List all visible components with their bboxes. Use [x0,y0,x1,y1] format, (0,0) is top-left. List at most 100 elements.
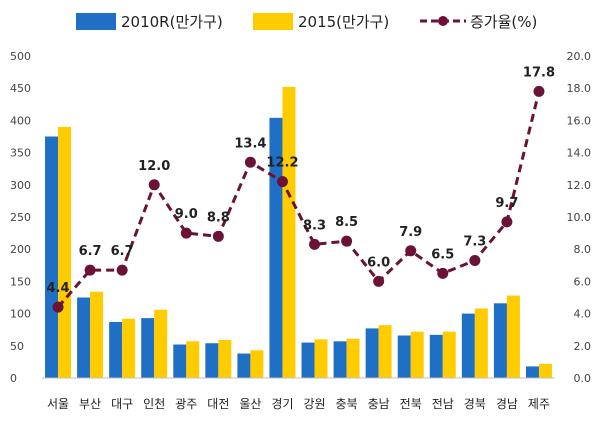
bar-2010 [333,341,347,378]
bar-2010 [525,366,539,378]
category-label: 강원 [303,397,325,411]
growth-marker [341,235,353,247]
left-tick-label: 150 [10,275,31,288]
left-tick-label: 0 [10,372,17,385]
bar-2010 [109,321,123,378]
bar-2015 [538,363,552,378]
growth-data-label: 8.8 [207,210,230,225]
bar-2015 [122,318,136,378]
category-label: 충남 [368,397,390,411]
right-tick-label: 2.0 [574,340,592,353]
legend-marker-growth [438,16,448,26]
bar-2015 [442,331,456,378]
bar-2015 [282,86,296,379]
growth-marker [373,275,385,287]
category-label: 전북 [400,397,422,411]
bar-2010 [45,136,59,378]
bar-2015 [218,340,232,378]
bar-2010 [205,343,219,378]
bar-2015 [250,350,264,378]
bar-2010 [429,334,443,378]
growth-marker [437,267,449,279]
category-label: 충북 [336,397,358,411]
growth-marker [405,245,417,257]
growth-data-label: 4.4 [47,281,70,296]
growth-data-label: 7.3 [463,234,486,249]
bar-2015 [474,308,488,378]
left-tick-label: 400 [10,114,31,127]
growth-data-label: 6.7 [79,244,102,259]
right-tick-label: 4.0 [574,308,592,321]
bar-2010 [141,318,155,378]
growth-line [56,91,541,309]
growth-marker [469,254,481,266]
growth-data-label: 13.4 [234,136,266,151]
legend-swatch-2015 [253,13,293,30]
category-label: 부산 [79,397,101,411]
left-tick-label: 500 [10,50,31,63]
category-label: 경기 [271,397,293,411]
growth-marker [212,230,224,242]
category-label: 전남 [432,397,454,411]
growth-marker [276,176,288,188]
right-axis: 0.0 2.0 4.0 6.0 8.0 10.0 12.0 14.0 16.0 18.0 20.0 [567,50,592,385]
bar-2015 [346,338,360,378]
category-label: 인천 [143,396,165,411]
legend-label-growth: 증가율(%) [470,13,537,31]
growth-marker [309,238,321,250]
left-tick-label: 450 [10,82,31,95]
growth-data-label: 6.0 [367,255,390,270]
growth-marker [116,264,128,276]
bar-2010 [173,344,187,378]
growth-data-label: 8.3 [303,218,326,233]
bar-2015 [186,341,200,378]
right-tick-label: 8.0 [574,243,592,256]
bar-2015 [154,309,168,378]
bar-2015 [58,126,72,378]
left-tick-label: 300 [10,179,31,192]
growth-data-label: 7.9 [399,225,422,240]
category-label: 대구 [111,397,133,411]
bar-2015 [410,331,424,378]
left-axis: 0 50 100 150 200 250 300 350 400 450 500 [10,50,31,385]
right-tick-label: 20.0 [567,50,592,63]
legend-swatch-2010 [76,13,116,30]
left-tick-label: 250 [10,211,31,224]
growth-data-label: 6.5 [431,247,454,262]
category-label: 경남 [496,397,518,411]
category-label: 서울 [47,397,69,411]
growth-data-label: 9.7 [495,196,518,211]
bar-2015 [314,339,328,378]
growth-marker [244,156,256,168]
growth-data-label: 12.0 [138,159,170,174]
legend-label-2015: 2015(만가구) [298,13,389,31]
bar-2010 [77,297,91,378]
bar-2010 [461,313,475,378]
growth-marker [501,216,513,228]
bar-2010 [301,342,315,378]
growth-marker [52,301,64,313]
right-tick-label: 0.0 [574,372,592,385]
left-tick-label: 350 [10,147,31,160]
legend-label-2010: 2010R(만가구) [121,13,223,31]
growth-marker [533,85,545,97]
category-axis: 서울 부산 대구 인천 광주 대전 울산 경기 강원 충북 충남 전북 전남 경북 경남 제주 [47,396,550,411]
growth-data-label: 12.2 [266,156,298,171]
bar-2010 [365,328,379,378]
growth-data-label: 6.7 [111,244,134,259]
legend: 2010R(만가구) 2015(만가구) 증가율(%) [76,13,537,31]
bar-2010 [237,353,251,378]
category-label: 경북 [464,397,486,411]
growth-data-label: 8.5 [335,215,358,230]
growth-line-series: 4.4 6.7 6.7 12.0 9.0 8.8 13.412.2 8.3 8.5 6.0 7.9 6… [47,65,555,313]
right-tick-label: 16.0 [567,114,592,127]
left-tick-label: 50 [10,340,24,353]
growth-marker [148,179,160,191]
right-tick-label: 10.0 [567,211,592,224]
category-label: 울산 [239,397,261,411]
growth-data-label: 17.8 [523,65,555,80]
category-label: 제주 [528,397,550,411]
bar-2015 [90,291,104,378]
right-tick-label: 12.0 [567,179,592,192]
